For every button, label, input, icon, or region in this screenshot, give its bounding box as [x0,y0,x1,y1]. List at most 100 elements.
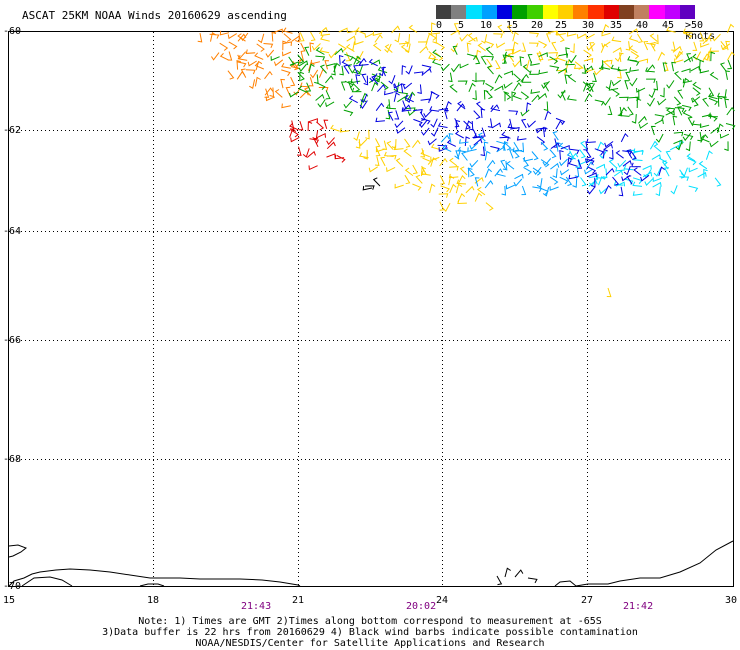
wind-barb [412,164,418,175]
wind-barb [618,107,627,116]
wind-barb [391,25,401,34]
lat-label: -60 [3,26,22,37]
wind-barb [644,178,654,186]
wind-barb [227,70,235,80]
wind-barb [399,42,409,48]
wind-barb [691,96,701,103]
wind-barb [560,91,566,101]
wind-barb [474,176,484,184]
wind-barb [480,55,487,65]
wind-barb [615,166,625,172]
wind-barb [374,138,381,148]
wind-barb [504,567,511,578]
wind-barb [358,61,369,66]
wind-barb [394,32,401,43]
wind-barb [245,69,256,75]
wind-barb [623,164,634,171]
pass-time-label: 20:02 [406,601,437,612]
wind-barb [290,129,299,138]
wind-barb [282,51,292,57]
wind-barb [654,114,665,120]
wind-barb [466,42,472,53]
wind-barb [436,42,446,51]
wind-barb [308,63,315,74]
wind-barb [697,131,702,142]
wind-barb [557,67,568,74]
wind-barb [435,52,444,61]
wind-barb [632,155,643,161]
wind-barb [692,53,702,62]
wind-barb [507,52,515,63]
wind-barb [550,142,560,150]
wind-barb [304,87,312,97]
wind-barb [549,56,559,65]
wind-barb [343,109,354,117]
wind-barb [354,40,364,46]
wind-barb [418,119,428,128]
wind-barb [491,122,501,129]
wind-barb [666,26,676,33]
wind-barb [227,51,233,61]
legend-swatch [588,5,604,19]
wind-barb [628,45,638,54]
wind-barb [487,118,493,128]
wind-barb [237,51,247,60]
wind-barb [708,114,718,122]
wind-barb [465,185,475,194]
wind-barb [472,90,477,101]
wind-barb [345,52,351,62]
wind-barb [393,83,403,89]
wind-barb [638,122,649,129]
wind-barb [307,121,313,131]
legend-label: 40 [636,20,649,31]
wind-barb [386,140,394,151]
wind-barb [536,127,547,132]
footnote-line-2: 3)Data buffer is 22 hrs from 20160629 4)… [102,627,638,638]
lat-label: -64 [3,226,22,237]
wind-barb [308,77,314,87]
wind-barb [255,60,263,71]
wind-barb [486,65,494,75]
wind-barb [611,79,621,87]
wind-barb [565,176,573,186]
wind-barb [355,27,366,35]
legend-swatch [664,5,680,19]
wind-barb [543,82,550,92]
wind-barb [377,66,388,74]
wind-barb [703,168,708,179]
wind-barb [529,32,540,38]
wind-barb [522,64,531,73]
wind-barb [326,153,336,158]
wind-barb [316,121,325,131]
wind-barb [647,97,655,107]
legend-swatch [436,5,452,19]
wind-barb [708,87,715,97]
wind-barb [484,40,495,48]
wind-barb [510,126,520,132]
wind-barb [687,116,694,127]
wind-barb [674,71,682,81]
wind-barb [504,91,509,102]
wind-barb [347,30,357,36]
wind-barb [309,42,315,52]
wind-barb [519,56,525,66]
wind-barb [499,136,510,142]
wind-barb [481,34,488,44]
wind-barb [584,158,595,165]
wind-barb [686,53,691,63]
wind-barb [508,110,519,116]
wind-barb [269,87,275,98]
wind-barb [497,24,505,34]
wind-barb [401,107,412,112]
wind-barb [358,138,368,147]
wind-barb [606,287,612,298]
wind-barb [384,44,393,53]
wind-barb [703,33,712,42]
legend-swatch [542,5,558,19]
wind-barb [503,54,510,64]
wind-barb [393,145,404,151]
wind-barb [709,140,719,148]
wind-barb [719,133,730,139]
wind-barb [613,170,624,177]
